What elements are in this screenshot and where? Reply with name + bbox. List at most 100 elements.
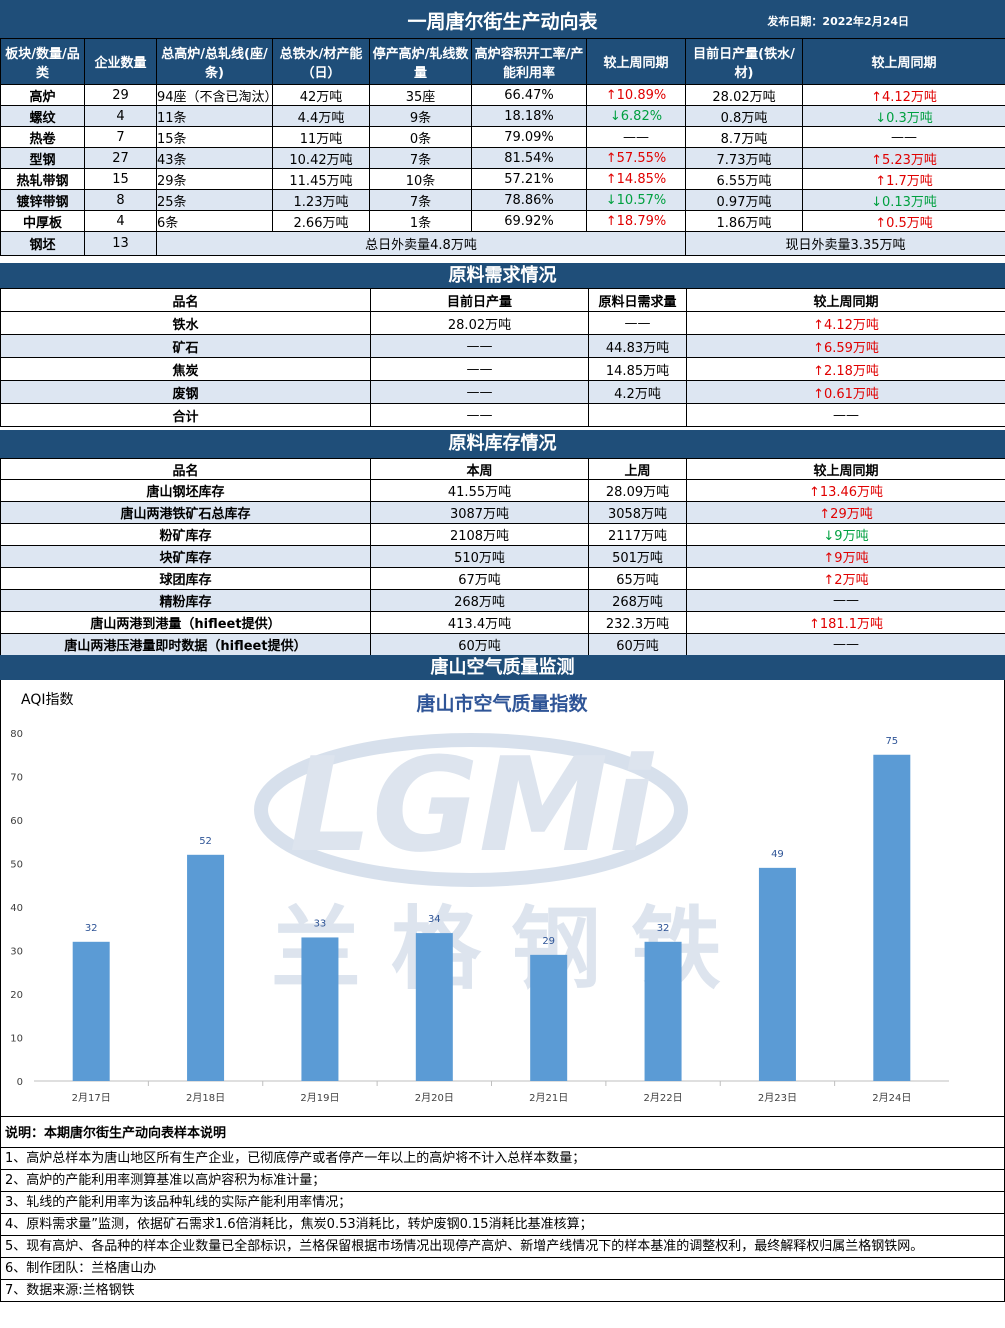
note-line: 3、轧线的产能利用率为该品种轧线的实际产能利用率情况；	[1, 1192, 1004, 1214]
col-header: 板块/数量/品类	[0, 38, 85, 85]
table-cell: 413.4万吨	[370, 611, 589, 634]
row-label: 唐山两港铁矿石总库存	[0, 501, 371, 524]
col-header: 总高炉/总轧线(座/条)	[156, 38, 273, 85]
bar	[72, 941, 110, 1081]
table-cell: 7条	[369, 147, 472, 169]
table-cell: ——	[370, 380, 589, 404]
change-cell: ↑181.1万吨	[686, 611, 1005, 634]
bar	[644, 941, 682, 1081]
row-label: 热卷	[0, 126, 85, 148]
x-tick-label: 2月20日	[415, 1092, 454, 1104]
change-cell: ——	[586, 126, 686, 148]
data-label: 33	[314, 918, 327, 929]
x-tick-label: 2月23日	[758, 1092, 797, 1104]
table-row: 块矿库存 510万吨 501万吨 ↑9万吨	[0, 545, 1005, 568]
change-cell: ↓0.3万吨	[802, 105, 1005, 127]
table-row: 热轧带钢 15 29条 11.45万吨 10条 57.21% ↑14.85% 6.55万吨 ↑1…	[0, 168, 1005, 190]
change-cell: ↑9万吨	[686, 545, 1005, 568]
x-tick-label: 2月24日	[872, 1092, 911, 1104]
change-cell: ——	[802, 126, 1005, 148]
table-cell: 29条	[156, 168, 273, 190]
table-cell: 7.73万吨	[685, 147, 803, 169]
table-row: 焦炭 —— 14.85万吨 ↑2.18万吨	[0, 357, 1005, 381]
inventory-title-text: 原料库存情况	[448, 433, 557, 454]
table-cell: ——	[588, 311, 687, 335]
change-cell: ——	[686, 589, 1005, 612]
table-row: 矿石 —— 44.83万吨 ↑6.59万吨	[0, 334, 1005, 358]
notes-title: 说明：本期唐尔街生产动向表样本说明	[1, 1117, 1004, 1148]
note-line: 4、原料需求量”监测，依据矿石需求1.6倍消耗比，焦炭0.53消耗比，转炉废钢0…	[1, 1214, 1004, 1236]
change-cell: ↓0.13万吨	[802, 189, 1005, 211]
table-cell: 25条	[156, 189, 273, 211]
x-tick-label: 2月17日	[72, 1092, 111, 1104]
row-label: 铁水	[0, 311, 371, 335]
change-cell: ↑14.85%	[586, 168, 686, 190]
table-cell	[588, 403, 687, 427]
table-cell: 28.09万吨	[588, 479, 687, 502]
change-cell: ↑4.12万吨	[802, 84, 1005, 106]
demand-title-text: 原料需求情况	[448, 265, 557, 286]
report-title-bar: 一周唐尔街生产动向表 发布日期：2022年2月24日	[0, 0, 1005, 38]
table-row: 螺纹 4 11条 4.4万吨 9条 18.18% ↓6.82% 0.8万吨 ↓0.3万吨	[0, 105, 1005, 127]
table-cell: 4.2万吨	[588, 380, 687, 404]
note-line: 7、数据来源:兰格钢铁	[5, 1283, 135, 1298]
change-cell: ↑2万吨	[686, 567, 1005, 590]
col-header: 品名	[0, 288, 371, 312]
table-cell: 13	[84, 231, 157, 256]
billet-total-sale: 总日外卖量4.8万吨	[156, 231, 686, 256]
change-cell: ↑18.79%	[586, 210, 686, 232]
change-cell: ↑57.55%	[586, 147, 686, 169]
aqi-bar-chart: LGMi 兰格钢铁 AQI指数 唐山市空气质量指数 01020304050607…	[10, 692, 949, 1104]
table-row: 钢坯 13 总日外卖量4.8万吨 现日外卖量3.35万吨	[0, 231, 1005, 256]
table-cell: 60万吨	[370, 633, 589, 656]
production-table: 板块/数量/品类 企业数量 总高炉/总轧线(座/条) 总铁水/材产能（日） 停产…	[0, 38, 1005, 256]
table-cell: 4	[84, 210, 157, 232]
table-cell: 11万吨	[272, 126, 370, 148]
col-header: 原料日需求量	[588, 288, 687, 312]
x-tick-label: 2月22日	[644, 1092, 683, 1104]
table-row: 热卷 7 15条 11万吨 0条 79.09% —— 8.7万吨 ——	[0, 126, 1005, 148]
table-cell: ——	[370, 357, 589, 381]
data-label: 52	[199, 836, 212, 847]
table-cell: 268万吨	[588, 589, 687, 612]
col-header: 目前日产量	[370, 288, 589, 312]
table-cell: 44.83万吨	[588, 334, 687, 358]
table-cell: 81.54%	[471, 147, 587, 169]
x-tick-label: 2月18日	[186, 1092, 225, 1104]
table-cell: 41.55万吨	[370, 479, 589, 502]
bar	[530, 954, 568, 1081]
row-label: 矿石	[0, 334, 371, 358]
change-cell: ↑1.7万吨	[802, 168, 1005, 190]
table-cell: 8	[84, 189, 157, 211]
col-header: 企业数量	[84, 38, 157, 85]
table-cell: 6.55万吨	[685, 168, 803, 190]
table-cell: 4	[84, 105, 157, 127]
col-header: 较上周同期	[586, 38, 686, 85]
col-header: 上周	[588, 458, 687, 480]
table-cell: 10.42万吨	[272, 147, 370, 169]
table-cell: 2108万吨	[370, 523, 589, 546]
note-line: 2、高炉的产能利用率测算基准以高炉容积为标准计量；	[1, 1170, 1004, 1192]
table-cell: 65万吨	[588, 567, 687, 590]
table-cell: 10条	[369, 168, 472, 190]
table-cell: 1.86万吨	[685, 210, 803, 232]
change-cell: ↑4.12万吨	[686, 311, 1005, 335]
table-cell: 43条	[156, 147, 273, 169]
col-header: 本周	[370, 458, 589, 480]
bar	[187, 854, 225, 1081]
change-cell: ——	[686, 403, 1005, 427]
x-tick-label: 2月19日	[300, 1092, 339, 1104]
y-tick-label: 60	[10, 816, 23, 827]
row-label: 精粉库存	[0, 589, 371, 612]
y-tick-label: 80	[10, 729, 23, 740]
row-label: 块矿库存	[0, 545, 371, 568]
data-label: 29	[542, 936, 555, 947]
row-label: 唐山两港压港量即时数据（hifleet提供）	[0, 633, 371, 656]
table-cell: 15	[84, 168, 157, 190]
col-header: 较上周同期	[802, 38, 1005, 85]
row-label: 废钢	[0, 380, 371, 404]
change-cell: ↑5.23万吨	[802, 147, 1005, 169]
table-cell: 7	[84, 126, 157, 148]
table-cell: 3087万吨	[370, 501, 589, 524]
table-cell: 2.66万吨	[272, 210, 370, 232]
